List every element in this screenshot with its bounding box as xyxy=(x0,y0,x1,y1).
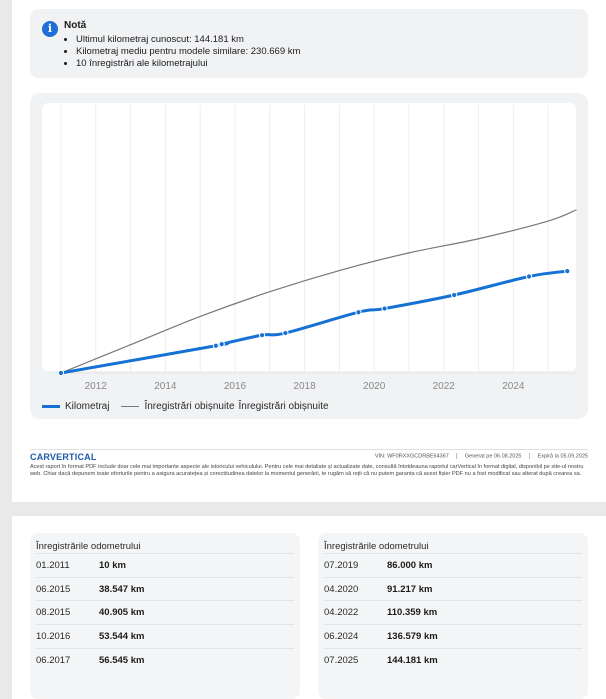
odometer-value: 10 km xyxy=(99,559,126,571)
expiry-date: Expiră la 05.09.2025 xyxy=(537,453,588,460)
odometer-row: 06.2015 38.547 km xyxy=(36,576,294,601)
footer-divider xyxy=(30,449,588,450)
odometer-row: 08.2015 40.905 km xyxy=(36,600,294,624)
odometer-value: 91.217 km xyxy=(387,583,433,595)
info-icon: i xyxy=(42,21,58,37)
odometer-date: 10.2016 xyxy=(36,630,71,642)
odometer-table-title: Înregistrările odometrului xyxy=(36,541,141,552)
chart-legend: Kilometraj Înregistrări obișnuite Înregi… xyxy=(42,401,333,412)
odometer-value: 86.000 km xyxy=(387,559,433,571)
odometer-date: 06.2015 xyxy=(36,583,71,595)
odometer-date: 07.2019 xyxy=(324,559,359,571)
carvertical-logo: CARVERTICAL xyxy=(30,452,97,462)
odometer-value: 110.359 km xyxy=(387,607,438,619)
meta-separator xyxy=(456,453,458,459)
note-item: 10 înregistrări ale kilometrajului xyxy=(76,58,300,70)
x-tick-label: 2020 xyxy=(363,381,386,392)
note-list: Ultimul kilometraj cunoscut: 144.181 km … xyxy=(76,34,300,70)
odometer-date: 06.2017 xyxy=(36,654,71,666)
note-box: i Notă Ultimul kilometraj cunoscut: 144.… xyxy=(30,9,588,78)
meta-separator xyxy=(529,453,530,459)
mileage-point[interactable] xyxy=(381,305,388,312)
mileage-point[interactable] xyxy=(259,332,266,339)
mileage-point[interactable] xyxy=(212,342,219,349)
note-item: Kilometraj mediu pentru modele similare:… xyxy=(76,46,300,58)
odometer-value: 136.579 km xyxy=(387,630,438,642)
legend-label-typical: Înregistrări obișnuite xyxy=(144,401,235,412)
odometer-rows: 01.2011 10 km 06.2015 38.547 km 08.2015 40.90… xyxy=(36,553,294,671)
legend-label-typical-2: Înregistrări obișnuite xyxy=(238,401,329,412)
mileage-chart-card: 2012 2014 2016 2018 2020 2022 2024 Kilometraj … xyxy=(30,93,588,419)
vin-label: VIN: WF0RXXGCDRBE64367 xyxy=(374,453,449,460)
odometer-value: 40.905 km xyxy=(99,607,145,619)
odometer-date: 04.2020 xyxy=(324,583,359,595)
note-item: Ultimul kilometraj cunoscut: 144.181 km xyxy=(76,34,300,46)
report-page-2: Înregistrările odometrului 01.2011 10 km 0… xyxy=(12,516,606,699)
x-tick-label: 2018 xyxy=(293,381,316,392)
odometer-date: 04.2022 xyxy=(324,607,359,619)
odometer-date: 01.2011 xyxy=(36,559,70,571)
mileage-point[interactable] xyxy=(355,309,362,316)
odometer-row: 01.2011 10 km xyxy=(36,553,294,577)
mileage-point[interactable] xyxy=(525,273,533,280)
mileage-chart: 2012 2014 2016 2018 2020 2022 2024 xyxy=(54,105,577,392)
odometer-value: 53.544 km xyxy=(99,630,145,642)
x-tick-label: 2024 xyxy=(502,381,525,392)
odometer-value: 56.545 km xyxy=(99,654,145,666)
odometer-date: 06.2024 xyxy=(324,630,359,642)
mileage-point[interactable] xyxy=(218,340,225,348)
x-tick-label: 2012 xyxy=(85,381,108,392)
odometer-row: 06.2024 136.579 km xyxy=(324,624,582,648)
odometer-rows: 07.2019 86.000 km 04.2020 91.217 km 04.2022 1… xyxy=(324,553,582,671)
x-tick-label: 2016 xyxy=(224,381,247,392)
odometer-row: 07.2019 86.000 km xyxy=(324,553,582,577)
note-title: Notă xyxy=(64,20,87,31)
odometer-row: 10.2016 53.544 km xyxy=(36,624,294,648)
report-meta: VIN: WF0RXXGCDRBE64367 Generat pe 06.08.… xyxy=(375,453,588,459)
report-page-1: i Notă Ultimul kilometraj cunoscut: 144.… xyxy=(12,0,606,502)
odometer-row: 04.2020 91.217 km xyxy=(324,576,582,601)
legend-swatch-mileage xyxy=(42,405,60,408)
odometer-table-left: Înregistrările odometrului 01.2011 10 km 0… xyxy=(30,533,300,699)
mileage-point[interactable] xyxy=(564,268,571,275)
generated-date: Generat pe 06.08.2025 xyxy=(464,453,522,460)
mileage-point[interactable] xyxy=(57,369,65,377)
x-tick-label: 2014 xyxy=(154,381,177,392)
odometer-value: 144.181 km xyxy=(387,654,438,666)
legend-label-mileage: Kilometraj xyxy=(65,401,110,412)
odometer-row: 06.2017 56.545 km xyxy=(36,647,294,672)
mileage-series-line xyxy=(59,269,569,375)
disclaimer-text: Acest raport în format PDF include doar … xyxy=(30,464,584,477)
x-tick-label: 2022 xyxy=(433,381,456,392)
odometer-table-right: Înregistrările odometrului 07.2019 86.000… xyxy=(318,533,588,699)
odometer-date: 08.2015 xyxy=(36,607,71,619)
odometer-row: 04.2022 110.359 km xyxy=(324,600,582,624)
odometer-date: 07.2025 xyxy=(324,654,359,666)
odometer-table-title: Înregistrările odometrului xyxy=(324,541,429,552)
typical-series-line xyxy=(60,209,577,374)
odometer-value: 38.547 km xyxy=(99,583,145,595)
mileage-point[interactable] xyxy=(451,291,458,299)
odometer-row: 07.2025 144.181 km xyxy=(324,647,582,672)
legend-swatch-typical xyxy=(121,406,140,407)
mileage-point[interactable] xyxy=(282,329,289,337)
